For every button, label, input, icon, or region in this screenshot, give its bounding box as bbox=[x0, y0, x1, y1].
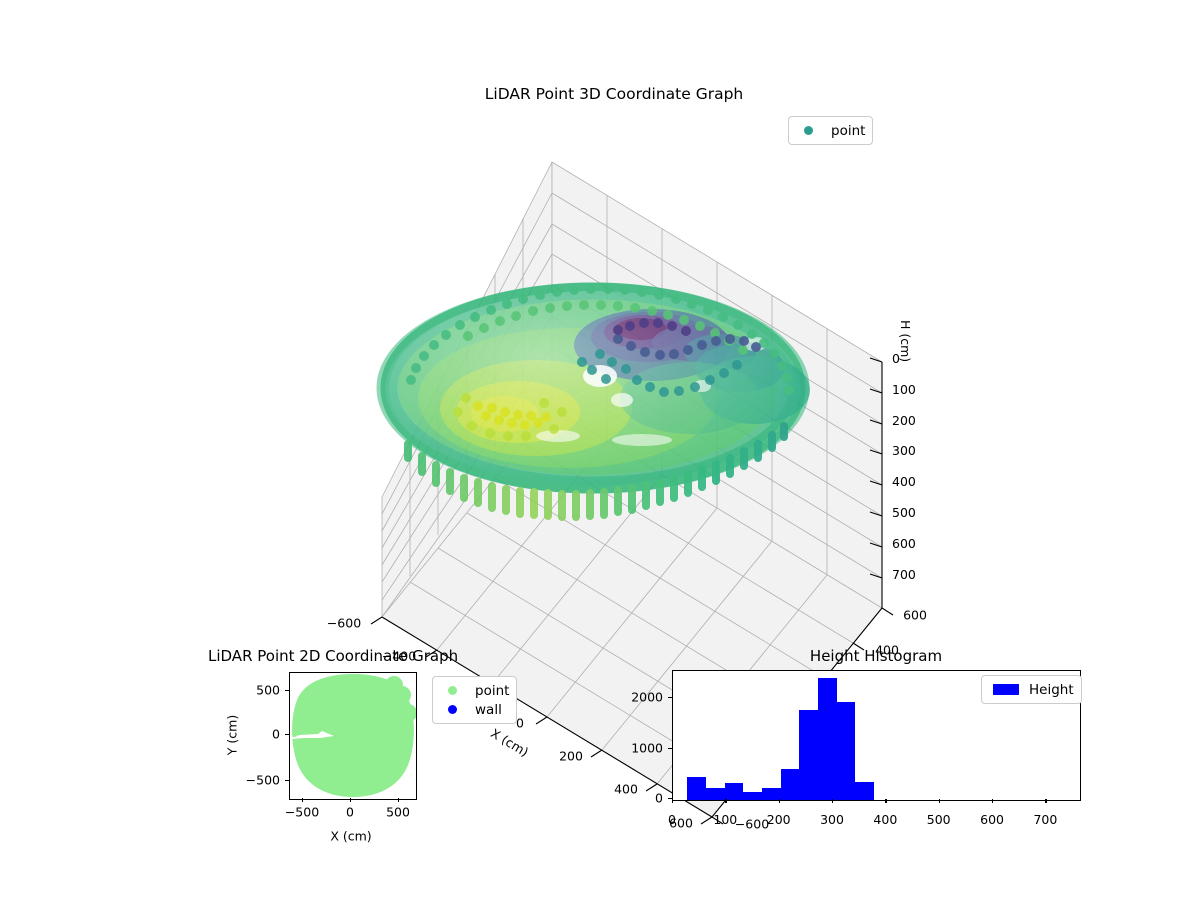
x-tick-label-hist: 700 bbox=[1033, 812, 1058, 827]
panel-hist-legend[interactable]: Height bbox=[981, 675, 1082, 704]
x-tick-label-2d: 0 bbox=[346, 804, 354, 820]
y-tick-label-hist: 0 bbox=[655, 790, 663, 806]
legend-label: point bbox=[475, 682, 510, 699]
x-tick-label-hist: 100 bbox=[713, 812, 738, 827]
scatter2d-cloud bbox=[292, 674, 416, 797]
z-tick-label: 500 bbox=[892, 505, 916, 520]
x-tick-label-hist: 400 bbox=[873, 812, 898, 827]
legend-item-wall[interactable]: wall bbox=[440, 700, 509, 719]
y-tick-label-2d: 0 bbox=[272, 726, 280, 742]
x-tick-label: −400 bbox=[381, 648, 417, 664]
legend-label: point bbox=[831, 122, 866, 139]
y-tick-label-hist: 2000 bbox=[631, 689, 663, 705]
x-tick-2d bbox=[398, 798, 400, 802]
histogram-bar bbox=[743, 791, 763, 800]
x-tick-hist bbox=[992, 799, 994, 803]
legend-item-point[interactable]: point bbox=[440, 681, 509, 700]
y-tick-label: 600 bbox=[903, 607, 927, 623]
legend-item-point[interactable]: point bbox=[796, 121, 865, 140]
x-tick-label-hist: 500 bbox=[926, 812, 951, 827]
y-tick-hist bbox=[668, 748, 672, 750]
z-tick-label: 400 bbox=[892, 474, 916, 489]
histogram-bar bbox=[687, 776, 707, 800]
z-axis-ticks-3d bbox=[869, 357, 883, 579]
wall-marker-icon bbox=[448, 705, 457, 714]
histogram-bar bbox=[762, 787, 781, 800]
y-tick-label: 400 bbox=[875, 642, 899, 658]
z-tick-label: 300 bbox=[892, 443, 916, 458]
x-tick-hist bbox=[778, 799, 780, 803]
x-tick-label: −600 bbox=[326, 615, 362, 631]
y-tick-2d bbox=[285, 734, 289, 736]
histogram-bar bbox=[780, 768, 800, 800]
x-tick-hist bbox=[1045, 799, 1047, 803]
x-tick-label-hist: 600 bbox=[980, 812, 1004, 827]
y-axis-label-2d: Y (cm) bbox=[224, 714, 240, 756]
point-marker-icon bbox=[804, 126, 813, 135]
panel-2d-title: LiDAR Point 2D Coordinate Graph bbox=[208, 647, 459, 665]
x-tick-label-hist: 300 bbox=[820, 812, 844, 827]
histogram-bar bbox=[855, 782, 875, 800]
axes3d-svg bbox=[370, 161, 894, 825]
height-bar-icon bbox=[993, 684, 1019, 695]
z-axis-label: H (cm) bbox=[898, 320, 913, 363]
z-tick-label: 600 bbox=[892, 536, 916, 551]
legend-label: Height bbox=[1029, 681, 1074, 698]
x-tick-label: 0 bbox=[516, 715, 524, 731]
x-axis-ticks-3d bbox=[370, 616, 713, 825]
legend-item-height[interactable]: Height bbox=[989, 680, 1074, 699]
x-tick-hist bbox=[672, 799, 674, 803]
y-tick-label-2d: 500 bbox=[256, 682, 280, 698]
y-tick-2d bbox=[285, 780, 289, 782]
panel-3d-legend[interactable]: point bbox=[788, 116, 874, 145]
z-tick-label: 0 bbox=[892, 351, 900, 366]
y-tick-label-2d: −500 bbox=[245, 772, 280, 788]
lidar-point-cloud-3d bbox=[376, 282, 810, 521]
histogram-bar bbox=[724, 782, 744, 800]
x-tick-label: 400 bbox=[614, 781, 638, 797]
x-tick-label: 200 bbox=[559, 748, 583, 764]
histogram-bar bbox=[706, 787, 725, 800]
panel-hist-title: Height Histogram bbox=[809, 647, 943, 665]
x-tick-hist bbox=[725, 799, 727, 803]
histogram-bar bbox=[799, 709, 819, 800]
panel-3d-axes[interactable]: −600 −400 −200 0 200 400 600 X (cm) −600… bbox=[300, 140, 940, 832]
histogram-bar bbox=[818, 677, 837, 800]
x-tick-2d bbox=[302, 798, 304, 802]
y-tick-hist bbox=[668, 697, 672, 699]
x-tick-label-hist: 0 bbox=[668, 812, 676, 827]
x-tick-label-2d: −500 bbox=[284, 804, 320, 820]
z-tick-label: 100 bbox=[892, 382, 916, 397]
y-tick-2d bbox=[285, 690, 289, 692]
z-tick-label: 200 bbox=[892, 413, 916, 428]
x-tick-label-hist: 200 bbox=[766, 812, 791, 827]
panel-3d-title: LiDAR Point 3D Coordinate Graph bbox=[484, 85, 744, 103]
panel-2d-legend[interactable]: point wall bbox=[432, 676, 518, 724]
y-tick-label-hist: 1000 bbox=[631, 740, 663, 756]
z-tick-label: 700 bbox=[892, 567, 916, 582]
x-axis-label-2d: X (cm) bbox=[330, 828, 372, 844]
histogram-bar bbox=[836, 702, 856, 800]
point-marker-icon bbox=[448, 686, 457, 695]
y-tick-hist bbox=[668, 798, 672, 800]
x-tick-label: 600 bbox=[669, 815, 693, 831]
x-axis-label: X (cm) bbox=[488, 725, 532, 760]
x-tick-2d bbox=[350, 798, 352, 802]
y-tick-label: −600 bbox=[734, 816, 770, 832]
x-tick-hist bbox=[832, 799, 834, 803]
panel-2d-axes[interactable] bbox=[289, 672, 417, 800]
x-tick-hist bbox=[938, 799, 940, 803]
x-tick-label-2d: 500 bbox=[386, 804, 410, 820]
x-tick-hist bbox=[885, 799, 887, 803]
legend-label: wall bbox=[475, 701, 502, 718]
